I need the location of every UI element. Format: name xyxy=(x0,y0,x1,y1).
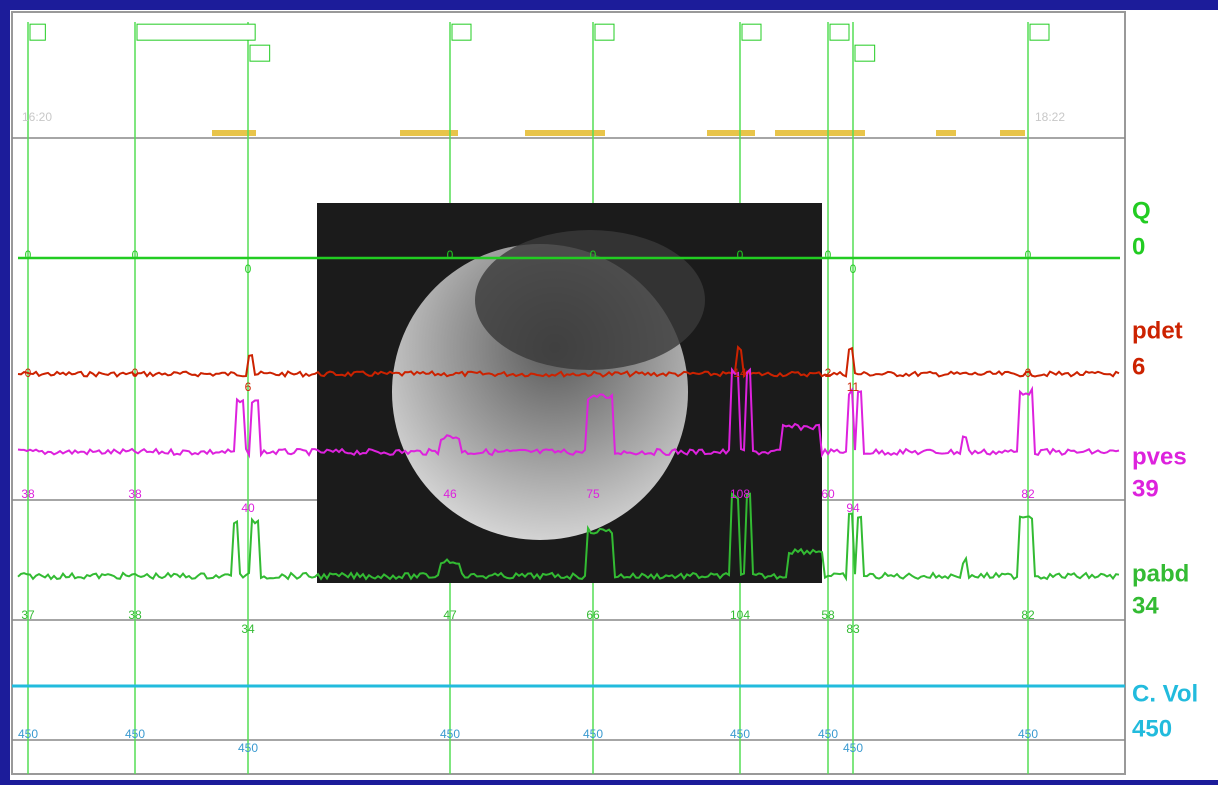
reading: 108 xyxy=(730,487,750,501)
event-label-box xyxy=(137,24,255,40)
reading: 450 xyxy=(843,741,863,755)
channel-value: 6 xyxy=(1132,353,1145,380)
reading: 94 xyxy=(846,501,860,515)
reading: 450 xyxy=(818,727,838,741)
reading: 66 xyxy=(586,608,600,622)
event-label-box xyxy=(595,24,614,40)
reading: 38 xyxy=(21,487,35,501)
channel-value: 34 xyxy=(1132,592,1159,619)
reading: 83 xyxy=(846,622,860,636)
reading: 0 xyxy=(737,248,744,262)
reading: 40 xyxy=(241,501,255,515)
channel-name: Q xyxy=(1132,197,1151,224)
reading: 2 xyxy=(825,366,832,380)
channel-name: pdet xyxy=(1132,317,1183,344)
reading: 450 xyxy=(125,727,145,741)
reading: 60 xyxy=(821,487,835,501)
reading: 450 xyxy=(238,741,258,755)
event-label-box xyxy=(855,45,875,61)
time-label: 18:22 xyxy=(1035,110,1065,124)
reading: 450 xyxy=(1018,727,1038,741)
reading: 11 xyxy=(847,380,860,394)
channel-name: pves xyxy=(1132,443,1187,470)
reading: 0 xyxy=(590,248,597,262)
reading: 0 xyxy=(25,366,32,380)
event-label-box xyxy=(452,24,471,40)
reading: 0 xyxy=(825,248,832,262)
urodynamics-screen: 16:2018:22EIInstructed to ValsalvaDLVLVL… xyxy=(0,0,1218,780)
channel-value: 0 xyxy=(1132,233,1145,260)
reading: 0 xyxy=(447,248,454,262)
event-label-box xyxy=(250,45,270,61)
reading: 0 xyxy=(1025,248,1032,262)
reading: 6 xyxy=(245,380,252,394)
reading: 37 xyxy=(21,608,35,622)
channel-name: pabd xyxy=(1132,560,1189,587)
event-label-box xyxy=(830,24,849,40)
reading: 0 xyxy=(25,248,32,262)
channel-value: 39 xyxy=(1132,475,1159,502)
reading: 38 xyxy=(128,487,142,501)
reading: 34 xyxy=(241,622,255,636)
reading: 75 xyxy=(586,487,600,501)
reading: 0 xyxy=(132,366,139,380)
reading: 14 xyxy=(733,366,747,380)
reading: 104 xyxy=(730,608,750,622)
page: 16:2018:22EIInstructed to ValsalvaDLVLVL… xyxy=(0,0,1218,780)
reading: 450 xyxy=(730,727,750,741)
reading: 450 xyxy=(18,727,38,741)
reading: 46 xyxy=(443,487,457,501)
event-label-box xyxy=(30,24,45,40)
event-label-box xyxy=(742,24,761,40)
event-label-box xyxy=(1030,24,1049,40)
channel-value: 450 xyxy=(1132,715,1172,742)
reading: 0 xyxy=(850,262,857,276)
time-label: 16:20 xyxy=(22,110,52,124)
reading: 82 xyxy=(1021,608,1035,622)
reading: 0 xyxy=(1025,366,1032,380)
reading: 38 xyxy=(128,608,142,622)
reading: 82 xyxy=(1021,487,1035,501)
channel-name: C. Vol xyxy=(1132,680,1198,707)
reading: 58 xyxy=(821,608,835,622)
reading: 0 xyxy=(132,248,139,262)
reading: 450 xyxy=(583,727,603,741)
reading: 450 xyxy=(440,727,460,741)
reading: 0 xyxy=(245,262,252,276)
reading: 47 xyxy=(443,608,457,622)
